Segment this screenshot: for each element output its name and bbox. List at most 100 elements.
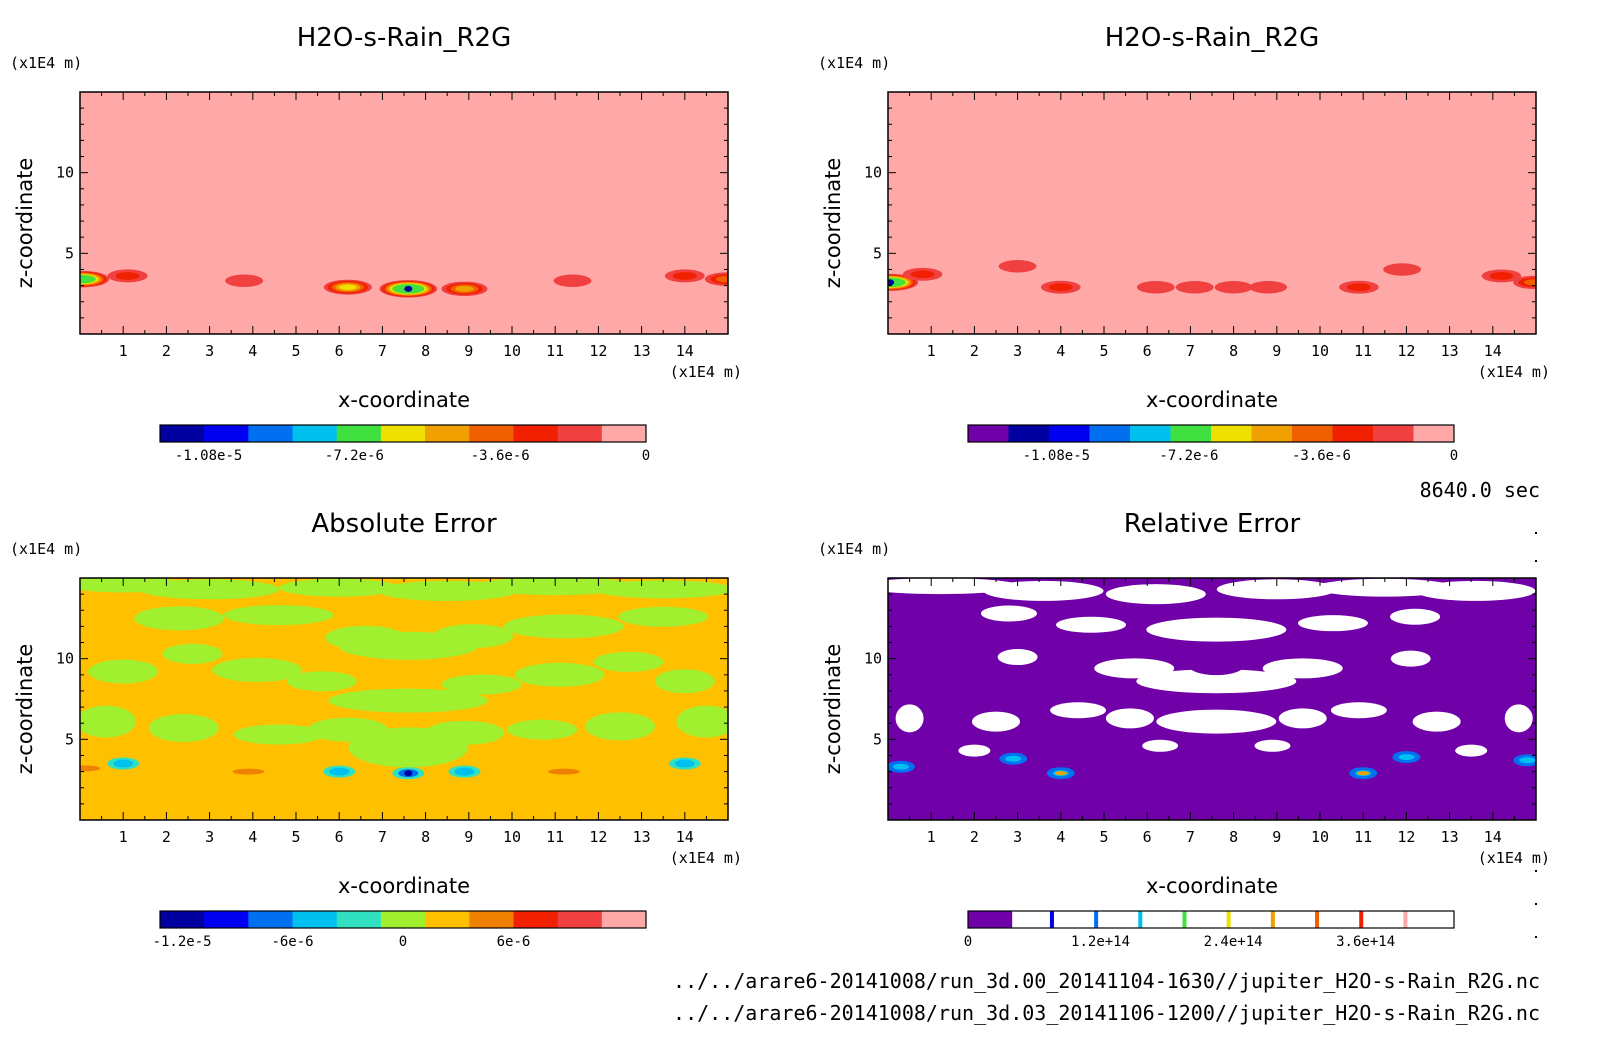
contour-level (80, 275, 96, 284)
contour-blob (888, 273, 919, 291)
colorbar-tick-label: 0 (399, 934, 407, 950)
field-layer (80, 269, 728, 298)
x-tick-label: 9 (1272, 342, 1281, 360)
error-region (1390, 608, 1441, 625)
error-region (1005, 755, 1022, 762)
error-region (1056, 616, 1127, 633)
colorbar-segment (425, 911, 470, 928)
error-region (1519, 757, 1536, 764)
error-core (1054, 771, 1067, 776)
error-region (1146, 617, 1287, 642)
error-region (1142, 739, 1179, 752)
x-tick-label: 5 (291, 828, 300, 846)
error-region (654, 669, 715, 694)
error-region (585, 712, 655, 741)
contour-blob (379, 280, 438, 298)
x-tick-label: 12 (1397, 342, 1415, 360)
x-tick-label: 4 (248, 342, 257, 360)
contour-blob (998, 260, 1037, 273)
x-tick-label: 14 (676, 828, 694, 846)
error-region (148, 714, 219, 743)
colorbar-segment (248, 911, 294, 928)
error-region (80, 705, 136, 738)
x-tick-label: 8 (421, 342, 430, 360)
error-region (547, 768, 580, 775)
panel-title: H2O-s-Rain_R2G (1105, 23, 1319, 53)
colorbar-line (1182, 911, 1187, 928)
contour-level (553, 274, 592, 288)
error-region (1415, 580, 1536, 601)
colorbar-segment (1292, 425, 1333, 442)
contour-level (1489, 272, 1514, 280)
y-tick-label: 10 (56, 164, 74, 182)
error-region (286, 671, 357, 692)
x-tick-label: 9 (1272, 828, 1281, 846)
colorbar-tick-label: -6e-6 (271, 934, 313, 950)
x-tick-label: 11 (546, 828, 564, 846)
error-region (139, 579, 280, 600)
time-dots (1535, 532, 1537, 938)
x-tick-label: 1 (927, 342, 936, 360)
error-region (593, 651, 664, 672)
contour-blob (1383, 263, 1421, 276)
error-region (88, 659, 159, 684)
x-tick-label: 4 (248, 828, 257, 846)
error-region (980, 605, 1037, 622)
x-tick-label: 8 (1229, 342, 1238, 360)
colorbar-line (1315, 911, 1320, 928)
x-tick-label: 10 (1311, 828, 1329, 846)
file-path-1: ../../arare6-20141008/run_3d.00_20141104… (673, 969, 1540, 993)
colorbar-tick-label: -7.2e-6 (1159, 448, 1218, 464)
colorbar-line (1094, 911, 1099, 928)
colorbar-tick-label: -3.6e-6 (471, 448, 530, 464)
x-tick-label: 4 (1056, 342, 1065, 360)
colorbar-segment (1321, 911, 1367, 928)
colorbar-line (1359, 911, 1364, 928)
x-tick-label: 5 (291, 342, 300, 360)
error-region (593, 580, 728, 599)
colorbar-segment (1332, 425, 1374, 442)
contour-blob (80, 270, 110, 288)
panel-title: H2O-s-Rain_R2G (297, 23, 511, 53)
contour-level (455, 285, 474, 292)
x-tick-label: 6 (1143, 828, 1152, 846)
colorbar-segment (1008, 425, 1050, 442)
y-axis-label: z-coordinate (13, 158, 37, 289)
colorbar-segment (469, 911, 514, 928)
error-region (1188, 655, 1245, 676)
x-unit-label: (x1E4 m) (1478, 363, 1550, 381)
error-region (329, 767, 350, 776)
panel-bottom-right: Relative Error(x1E4 m)1 2 3 4 5 6 7 8 9 10 11 12 13 1… (818, 509, 1550, 950)
colorbar-segment (204, 911, 249, 928)
x-tick-label: 12 (589, 342, 607, 360)
error-core (1357, 771, 1370, 776)
colorbar-line (1403, 911, 1408, 928)
x-tick-label: 5 (1099, 342, 1108, 360)
colorbar-segment (160, 425, 205, 442)
colorbar-segment (1365, 911, 1411, 928)
error-region (113, 759, 134, 768)
contour-blob (1249, 280, 1288, 294)
x-tick-label: 9 (464, 828, 473, 846)
x-axis-label: x-coordinate (1146, 388, 1278, 412)
plot-background (888, 92, 1536, 334)
colorbar: -1.08e-5 -7.2e-6 -3.6e-6 0 (967, 424, 1458, 464)
error-region (1297, 615, 1368, 632)
contour-level (910, 270, 935, 279)
x-tick-label: 1 (927, 828, 936, 846)
contour-level (1524, 279, 1536, 286)
colorbar-segment (1277, 911, 1322, 928)
x-tick-label: 7 (378, 342, 387, 360)
error-region (972, 711, 1020, 732)
error-region (1504, 704, 1533, 733)
colorbar-segment (557, 425, 603, 442)
colorbar: -1.2e-5 -6e-6 0 6e-6 (153, 910, 647, 950)
error-region (1105, 708, 1154, 729)
error-region (507, 719, 578, 740)
panel-bottom-left: Absolute Error(x1E4 m)1 2 3 4 5 6 7 8 9 10 11 12 13 1… (10, 509, 742, 950)
field-layer (888, 260, 1536, 294)
colorbar-tick-label: 3.6e+14 (1336, 934, 1395, 950)
error-region (514, 662, 605, 687)
x-tick-label: 1 (119, 342, 128, 360)
